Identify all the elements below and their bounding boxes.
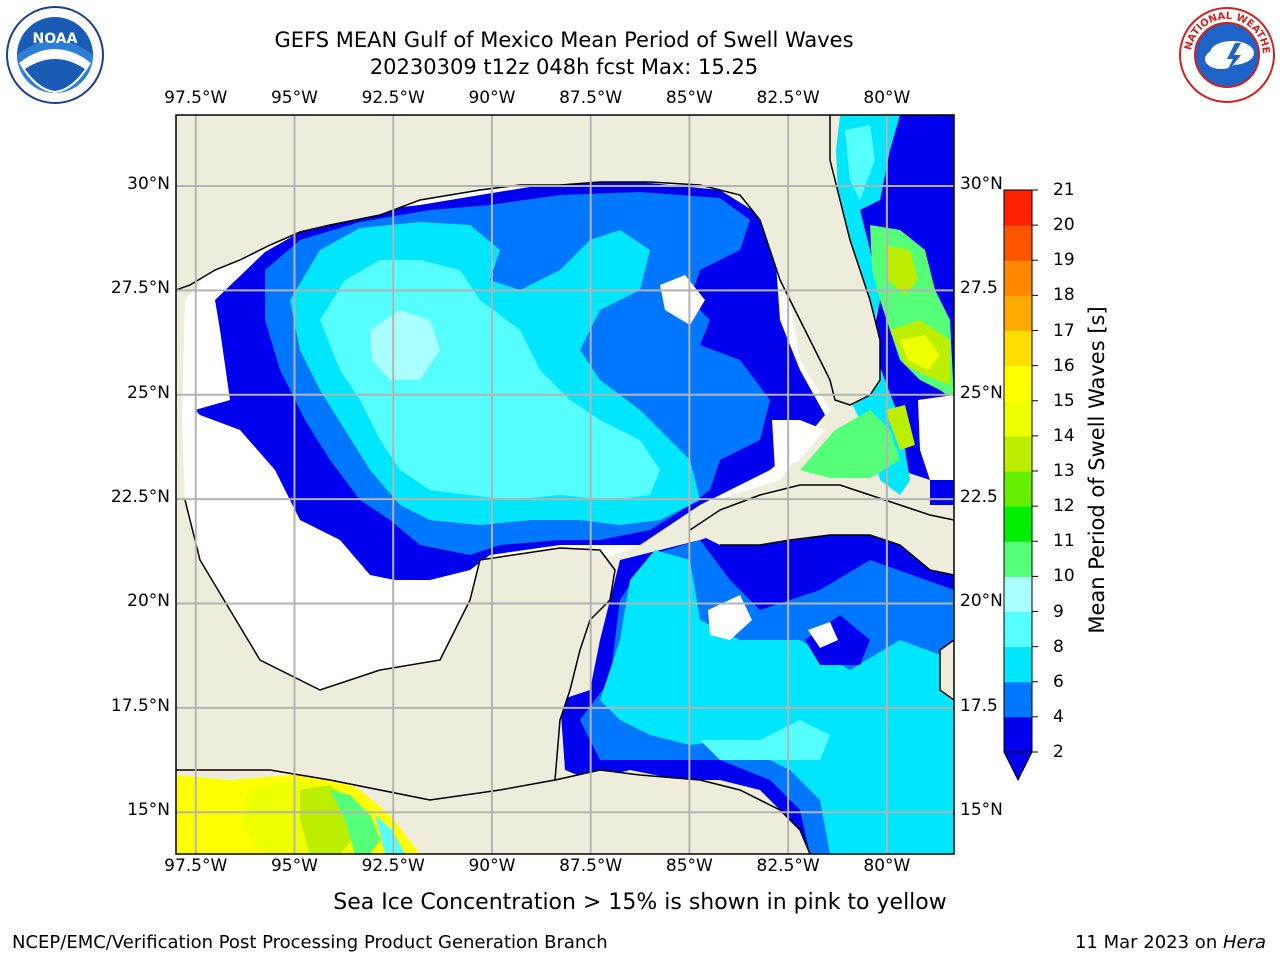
colorbar-tick-label: 17	[1053, 320, 1075, 341]
lon-label-top: 90°W	[468, 88, 516, 108]
colorbar-segment	[1004, 716, 1032, 753]
map-gridlines	[176, 115, 954, 854]
colorbar-tick-label: 20	[1053, 215, 1075, 236]
colorbar-segment	[1004, 506, 1032, 542]
lat-label-left: 25°N	[127, 382, 170, 403]
atlantic-swell-13s	[885, 245, 918, 295]
colorbar-segment	[1004, 225, 1032, 261]
colorbar-segment	[1004, 400, 1032, 437]
atlantic-swell-15s	[900, 335, 940, 370]
lon-label-bottom: 95°W	[270, 856, 318, 876]
colorbar-tick-label: 18	[1053, 285, 1075, 306]
colorbar-segment	[1004, 541, 1032, 577]
colorbar-under-arrow	[1003, 751, 1033, 782]
pacific-swell-7s	[375, 815, 405, 854]
colorbar-segment	[1004, 365, 1032, 402]
colorbar-tick-label: 11	[1053, 531, 1075, 552]
pacific-swell-11s	[330, 790, 380, 854]
lat-label-left: 22.5°N	[110, 487, 170, 508]
colorbar-tick-label: 9	[1053, 601, 1064, 622]
lat-label-right: 20°N	[960, 591, 1003, 612]
colorbar-tick-label: 15	[1053, 390, 1075, 411]
lon-label-top: 95°W	[270, 88, 318, 108]
caribbean-nodata-patch	[708, 595, 752, 640]
straits-nodata	[772, 420, 825, 470]
lon-label-top: 85°W	[665, 88, 713, 108]
lon-label-bottom: 87.5°W	[559, 856, 623, 876]
colorbar-segment	[1004, 471, 1032, 507]
footer-credit: NCEP/EMC/Verification Post Processing Pr…	[12, 932, 608, 953]
colorbar-tick-label: 13	[1053, 461, 1075, 481]
lon-label-top: 97.5°W	[164, 88, 228, 108]
straits-swell-13s	[885, 405, 915, 450]
sea-ice-note: Sea Ice Concentration > 15% is shown in …	[333, 890, 947, 915]
cuba-land	[690, 485, 954, 575]
colorbar-tick-label: 2	[1053, 742, 1064, 762]
coastlines	[176, 115, 954, 854]
lon-label-bottom: 82.5°W	[756, 856, 820, 876]
lat-label-right: 17.5	[960, 695, 998, 716]
colorbar-segment	[1004, 435, 1032, 472]
lon-label-bottom: 97.5°W	[164, 856, 228, 876]
lon-label-bottom: 92.5°W	[361, 856, 425, 876]
colorbar-segment	[1004, 646, 1032, 683]
atlantic-nodata	[918, 395, 954, 480]
map-title: GEFS MEAN Gulf of Mexico Mean Period of …	[274, 28, 854, 52]
colorbar-tick-label: 16	[1053, 355, 1075, 376]
colorbar-segment	[1004, 611, 1032, 648]
lon-label-bottom: 90°W	[468, 856, 516, 876]
map-subtitle: 20230309 t12z 048h fcst Max: 15.25	[369, 55, 759, 79]
colorbar-segment	[1004, 681, 1032, 718]
colorbar-segment	[1004, 260, 1032, 296]
colorbar-segment	[1004, 295, 1032, 331]
colorbar-tick-label: 10	[1053, 566, 1075, 587]
lat-label-right: 30°N	[960, 173, 1003, 194]
lon-label-top: 87.5°W	[559, 88, 623, 108]
lon-label-top: 82.5°W	[756, 88, 820, 108]
gulf-swell-9s-patch	[370, 310, 440, 380]
colorbar-tick-label: 19	[1053, 250, 1075, 271]
atlantic-swell-8s	[845, 125, 875, 200]
straits-swell-11s	[800, 410, 900, 478]
caribbean-swell-8s-patch	[700, 720, 830, 760]
colorbar-segment	[1004, 190, 1032, 226]
nws-logo-icon: NATIONAL WEATHER SERVICE	[1177, 5, 1275, 103]
colorbar-tick-label: 14	[1053, 425, 1075, 446]
colorbar-title: Mean Period of Swell Waves [s]	[1085, 306, 1109, 634]
lat-label-left: 20°N	[127, 591, 170, 612]
colorbar	[1003, 189, 1038, 782]
gulf-nodata-patch	[660, 275, 705, 325]
lon-label-bottom: 80°W	[863, 856, 911, 876]
caribbean-nodata-patch-2	[808, 622, 838, 648]
colorbar-tick-label: 8	[1053, 636, 1064, 657]
lat-label-left: 17.5°N	[110, 695, 170, 716]
colorbar-tick-label: 21	[1053, 180, 1075, 200]
colorbar-segment	[1004, 330, 1032, 367]
svg-text:NOAA: NOAA	[33, 31, 78, 47]
colorbar-tick-label: 4	[1053, 706, 1064, 727]
mexico-land	[176, 500, 615, 800]
map-frame	[175, 114, 955, 855]
lon-label-top: 92.5°W	[361, 88, 425, 108]
colorbar-tick-label: 12	[1053, 496, 1075, 517]
lat-label-right: 25°N	[960, 382, 1003, 403]
lat-label-right: 15°N	[960, 800, 1003, 821]
colorbar-tick-label: 6	[1053, 671, 1064, 692]
lon-label-top: 80°W	[863, 88, 911, 108]
lat-label-right: 22.5	[960, 487, 998, 508]
lat-label-left: 30°N	[127, 173, 170, 194]
colorbar-segment	[1004, 576, 1032, 612]
noaa-logo-icon: NOAA	[6, 6, 104, 104]
lat-label-left: 27.5°N	[110, 278, 170, 299]
us-gulf-coast-land	[176, 115, 880, 405]
lon-label-bottom: 85°W	[665, 856, 713, 876]
lat-label-left: 15°N	[127, 800, 170, 821]
lat-label-right: 27.5	[960, 278, 998, 299]
hispaniola-edge	[940, 640, 954, 700]
footer-date: 11 Mar 2023 on Hera	[1074, 932, 1266, 953]
